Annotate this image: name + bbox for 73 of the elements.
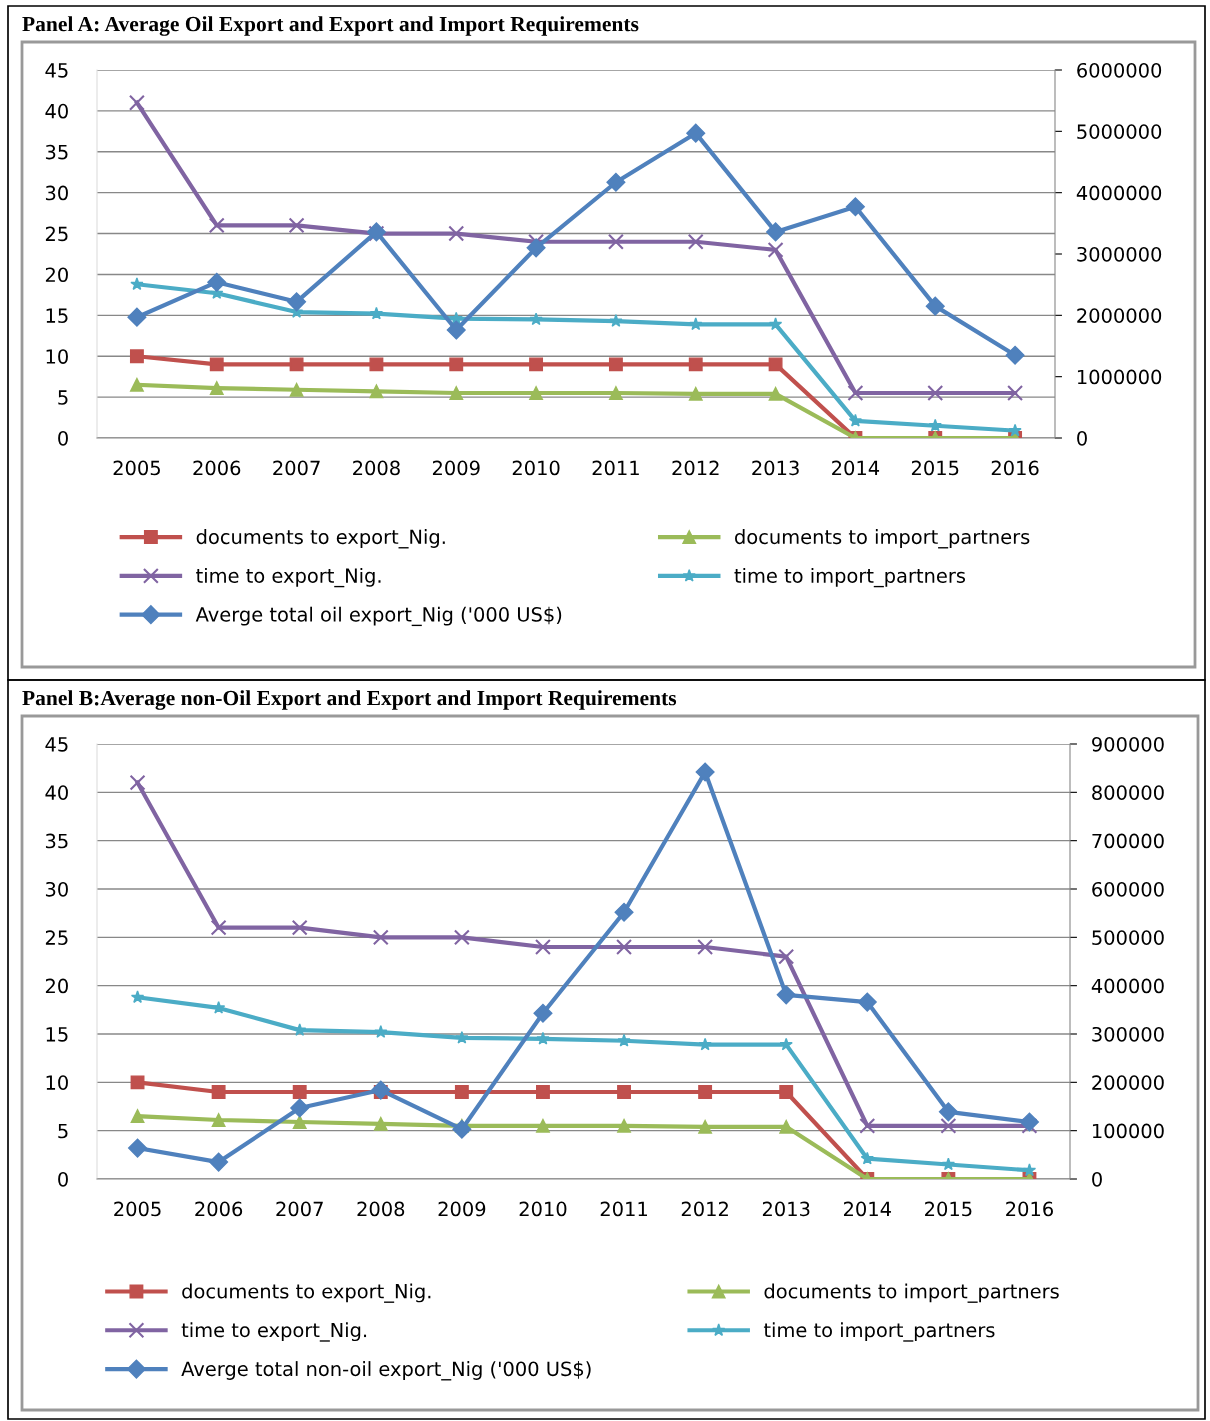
legend-label: time to import_partners [734,567,966,588]
x-tick-label: 2007 [273,460,320,476]
x-tick-label: 2016 [1006,1201,1053,1217]
y2-tick-label: 6000000 [1077,62,1162,78]
y2-tick-label: 5000000 [1077,124,1162,139]
y-tick-label: 5 [58,390,68,405]
legend-label: documents to export_Nig. [196,529,445,549]
x-tick-label: 2015 [925,1201,972,1217]
y-tick-label: 30 [45,185,68,201]
y2-tick-label: 0 [1077,430,1087,446]
x-tick-label: 2012 [681,1201,728,1217]
y2-tick-label: 4000000 [1076,185,1162,201]
y-tick-label: 35 [45,833,68,849]
y2-tick-label: 700000 [1092,833,1164,849]
y-tick-label: 25 [45,226,68,242]
y-tick-label: 10 [46,349,68,364]
y2-tick-label: 2000000 [1077,308,1162,323]
y-tick-label: 40 [45,103,68,119]
x-tick-label: 2013 [762,1201,810,1217]
y2-tick-label: 0 [1092,1171,1102,1187]
x-tick-label: 2009 [438,1201,486,1217]
y2-tick-label: 900000 [1092,736,1164,752]
y-tick-label: 15 [46,308,68,323]
x-tick-label: 2011 [592,460,639,476]
x-tick-label: 2012 [672,460,719,476]
y2-tick-label: 300000 [1092,1026,1164,1042]
chart-title: Panel A: Average Oil Export and Export and Import Requirements [22,16,639,36]
x-tick-label: 2008 [353,460,400,476]
x-tick-label: 2006 [195,1201,243,1217]
x-tick-label: 2009 [432,460,480,476]
y2-tick-label: 3000000 [1077,246,1162,262]
x-tick-label: 2006 [193,460,241,476]
y-tick-label: 10 [46,1075,68,1090]
y-tick-label: 25 [45,930,68,945]
x-tick-label: 2010 [512,460,560,476]
y-tick-label: 40 [45,785,68,800]
chart-title: Panel B:Average non-Oil Export and Export and Import Requirements [22,690,677,710]
y2-tick-label: 100000 [1092,1123,1164,1139]
y2-tick-label: 600000 [1092,881,1164,897]
legend-label: Averge total non-oil export_Nig ('000 US$) [181,1361,591,1381]
x-tick-label: 2016 [991,460,1039,476]
x-tick-label: 2010 [519,1201,567,1217]
y-tick-label: 20 [45,267,68,283]
y-tick-label: 5 [58,1123,68,1139]
legend-label: documents to export_Nig. [182,1283,431,1303]
y2-tick-label: 200000 [1092,1075,1164,1090]
x-tick-label: 2014 [843,1201,891,1217]
x-tick-label: 2014 [832,460,880,476]
legend-label: time to export_Nig. [196,567,381,588]
x-tick-label: 2005 [113,460,160,476]
legend-label: documents to import_partners [735,529,1030,549]
y2-tick-label: 500000 [1092,930,1164,945]
y-tick-label: 15 [46,1027,68,1042]
legend-label: Averge total oil export_Nig ('000 US$) [195,606,562,627]
x-tick-label: 2008 [357,1201,405,1217]
y-tick-label: 0 [58,430,68,446]
y-tick-label: 30 [45,881,68,897]
y2-tick-label: 400000 [1091,978,1164,994]
legend-label: documents to import_partners [764,1283,1059,1303]
y-tick-label: 20 [45,978,68,994]
x-tick-label: 2013 [752,460,799,476]
x-tick-label: 2015 [911,460,959,476]
y-tick-label: 45 [45,737,68,752]
y2-tick-label: 800000 [1092,785,1164,800]
y-tick-label: 35 [45,144,68,160]
x-tick-label: 2007 [276,1201,323,1217]
x-tick-label: 2011 [600,1201,647,1217]
y2-tick-label: 1000000 [1077,369,1162,385]
y-tick-label: 0 [58,1171,68,1187]
legend-label: time to export_Nig. [181,1322,367,1342]
legend-label: time to import_partners [763,1322,995,1342]
y-tick-label: 45 [45,63,68,78]
x-tick-label: 2005 [114,1201,161,1217]
